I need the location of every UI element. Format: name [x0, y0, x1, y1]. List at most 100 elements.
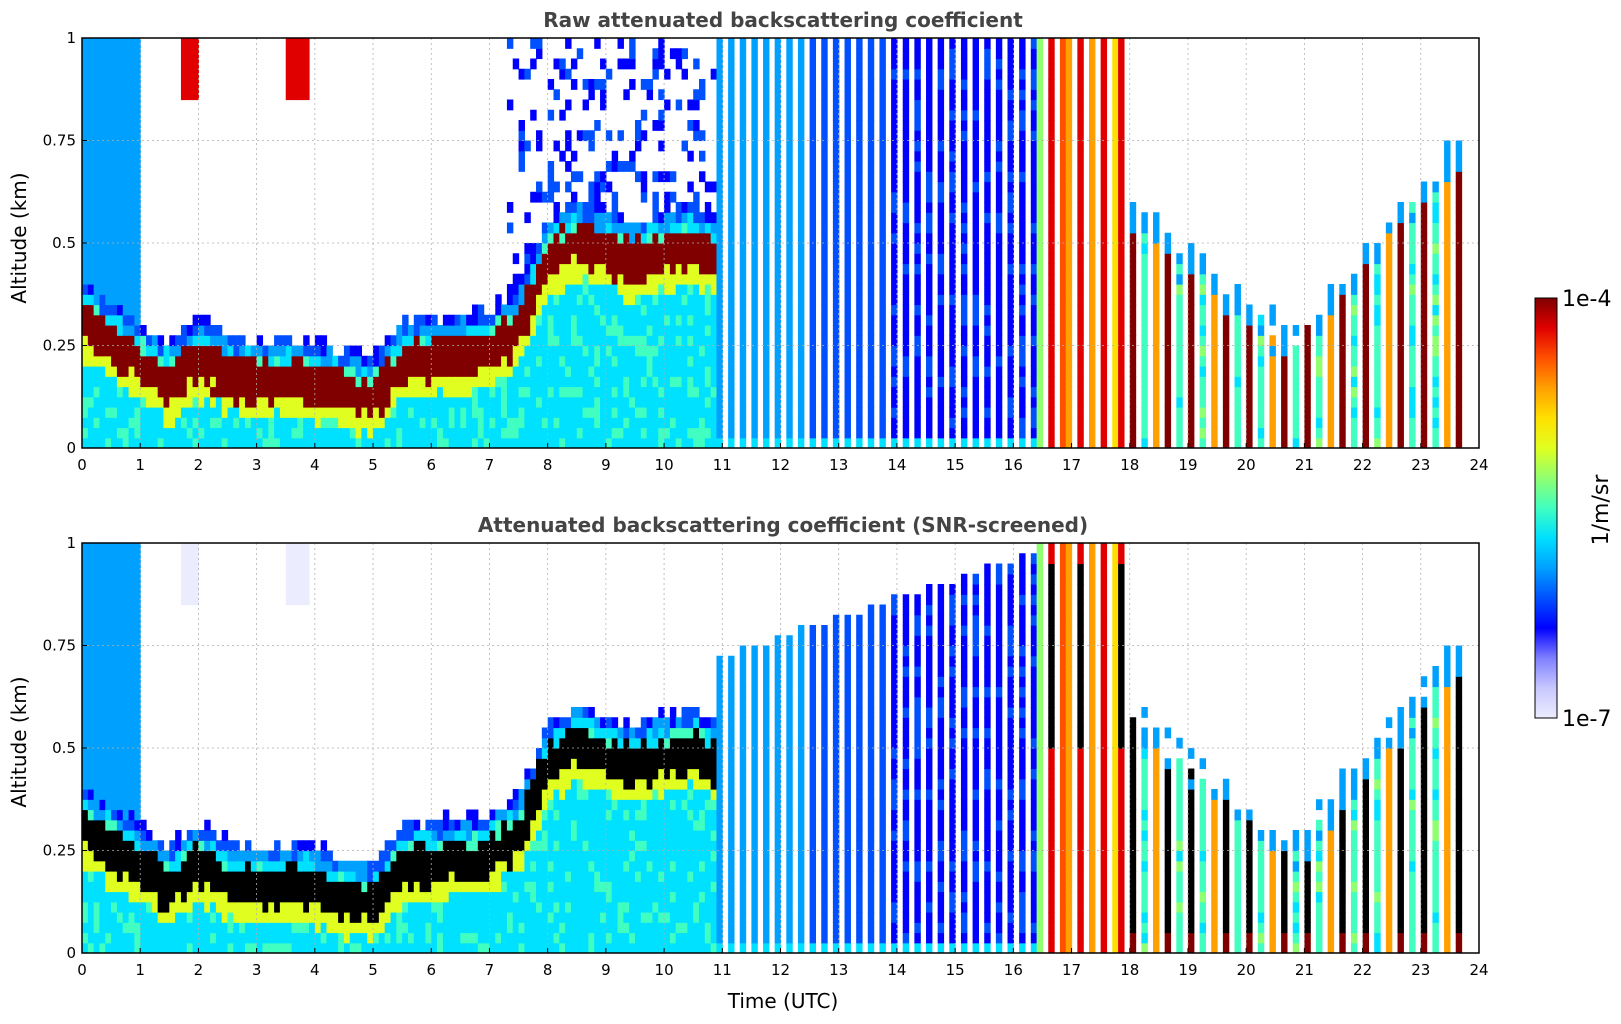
heatmap-cell	[845, 397, 851, 408]
heatmap-cell	[117, 943, 123, 954]
heatmap-cell	[751, 417, 757, 428]
heatmap-cell	[245, 356, 251, 367]
heatmap-cell	[711, 243, 717, 254]
heatmap-cell	[926, 171, 932, 182]
heatmap-cell	[286, 89, 292, 100]
heatmap-cell	[99, 625, 105, 636]
heatmap-cell	[111, 346, 117, 357]
heatmap-cell	[1432, 274, 1438, 285]
heatmap-cell	[105, 584, 111, 595]
heatmap-cell	[117, 356, 123, 367]
heatmap-cell	[961, 182, 967, 193]
heatmap-cell	[606, 182, 612, 193]
heatmap-cell	[88, 192, 94, 203]
heatmap-cell	[810, 233, 816, 244]
heatmap-cell	[559, 346, 565, 357]
heatmap-cell	[94, 356, 100, 367]
heatmap-cell	[431, 346, 437, 357]
heatmap-cell	[612, 264, 618, 275]
heatmap-cell	[303, 59, 309, 70]
heatmap-cell	[519, 161, 525, 172]
heatmap-cell	[181, 417, 187, 428]
heatmap-cell	[1386, 387, 1392, 398]
heatmap-cell	[1019, 315, 1025, 326]
heatmap-cell	[984, 335, 990, 346]
heatmap-cell	[926, 89, 932, 100]
heatmap-cell	[140, 397, 146, 408]
heatmap-cell	[635, 366, 641, 377]
heatmap-cell	[111, 605, 117, 616]
heatmap-cell	[187, 38, 193, 49]
heatmap-cell	[751, 376, 757, 387]
heatmap-cell	[187, 564, 193, 575]
heatmap-cell	[565, 356, 571, 367]
heatmap-cell	[198, 851, 204, 862]
heatmap-cell	[297, 933, 303, 944]
heatmap-cell	[303, 48, 309, 59]
heatmap-cell	[146, 943, 152, 954]
heatmap-cell	[257, 366, 263, 377]
heatmap-cell	[396, 356, 402, 367]
heatmap-cell	[879, 305, 885, 316]
heatmap-cell	[391, 335, 397, 346]
heatmap-cell	[716, 171, 722, 182]
heatmap-cell	[82, 171, 88, 182]
heatmap-cell	[548, 243, 554, 254]
heatmap-cell	[973, 110, 979, 121]
heatmap-cell	[105, 171, 111, 182]
heatmap-cell	[652, 356, 658, 367]
heatmap-cell	[984, 417, 990, 428]
heatmap-cell	[193, 871, 199, 882]
heatmap-cell	[472, 335, 478, 346]
heatmap-cell	[1101, 130, 1107, 141]
heatmap-cell	[88, 707, 94, 718]
heatmap-cell	[1165, 294, 1171, 305]
heatmap-cell	[356, 376, 362, 387]
heatmap-cell	[88, 59, 94, 70]
heatmap-cell	[1165, 335, 1171, 346]
heatmap-cell	[94, 151, 100, 162]
heatmap-cell	[1281, 407, 1287, 418]
heatmap-cell	[1037, 59, 1043, 70]
heatmap-cell	[321, 356, 327, 367]
heatmap-cell	[280, 943, 286, 954]
heatmap-cell	[129, 89, 135, 100]
heatmap-cell	[810, 356, 816, 367]
heatmap-cell	[635, 305, 641, 316]
heatmap-cell	[478, 346, 484, 357]
heatmap-cell	[181, 861, 187, 872]
heatmap-cell	[618, 387, 624, 398]
heatmap-cell	[140, 438, 146, 449]
heatmap-cell	[903, 274, 909, 285]
heatmap-cell	[594, 202, 600, 213]
heatmap-cell	[332, 428, 338, 439]
heatmap-cell	[88, 871, 94, 882]
heatmap-cell	[938, 417, 944, 428]
heatmap-cell	[961, 120, 967, 131]
heatmap-cell	[292, 366, 298, 377]
heatmap-cell	[1363, 264, 1369, 275]
heatmap-cell	[938, 192, 944, 203]
heatmap-cell	[740, 151, 746, 162]
heatmap-cell	[577, 274, 583, 285]
heatmap-cell	[786, 397, 792, 408]
heatmap-cell	[233, 881, 239, 892]
heatmap-cell	[123, 738, 129, 749]
heatmap-cell	[315, 407, 321, 418]
heatmap-cell	[123, 933, 129, 944]
heatmap-cell	[420, 335, 426, 346]
heatmap-cell	[984, 141, 990, 152]
heatmap-cell	[938, 315, 944, 326]
heatmap-cell	[559, 376, 565, 387]
heatmap-cell	[606, 346, 612, 357]
heatmap-cell	[565, 387, 571, 398]
heatmap-cell	[152, 851, 158, 862]
heatmap-cell	[94, 182, 100, 193]
heatmap-cell	[1077, 335, 1083, 346]
heatmap-cell	[984, 233, 990, 244]
heatmap-cell	[402, 428, 408, 439]
heatmap-cell	[1339, 305, 1345, 316]
heatmap-cell	[536, 407, 542, 418]
heatmap-cell	[577, 202, 583, 213]
